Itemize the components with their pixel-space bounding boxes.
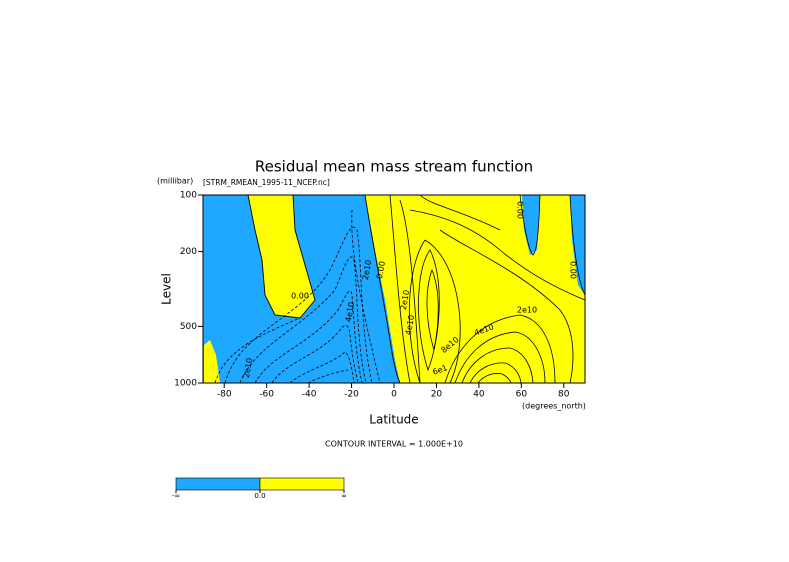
zero-contour [247,194,316,319]
x-tick-label: 60 [516,390,528,400]
contour-label-group: 0.00 [291,292,309,301]
positive-contour [461,347,534,384]
zero-contour [364,194,401,384]
negative-contour [307,369,349,384]
contour-label-group: 0.00 [516,201,525,219]
chart-title: Residual mean mass stream function [255,158,533,176]
positive-contour [439,229,574,384]
contour-label: 2e10 [361,259,373,280]
contour-label: 0.00 [375,260,387,279]
negative-contour [214,317,301,384]
contour-label: 2e10 [399,289,411,310]
x-tick-label: -60 [259,390,274,400]
subtitle: [STRM_RMEAN_1995-11_NCEP.nc] [203,178,330,187]
contour-label: 4e10 [404,314,416,335]
y-tick-label: 200 [180,247,197,257]
colorbar-swatch [259,477,345,491]
contour-label-group: 4e10 [344,301,356,322]
positive-contour [409,209,586,301]
positive-contour [389,194,411,384]
x-tick-label: -40 [302,390,317,400]
y-tick-label: 100 [180,191,197,201]
positive-region [365,195,585,383]
positive-contour [426,268,439,351]
y-unit: (millibar) [157,177,193,186]
y-tick-label: 1000 [174,379,197,389]
positive-region [204,340,220,383]
y-axis-label: Level [160,273,174,305]
positive-contour [419,194,501,231]
contour-label: 0.00 [516,201,525,219]
negative-contour [254,290,363,384]
contour-label-group: 2e10 [361,259,373,280]
contour-label-group: 2e10 [517,306,537,315]
contour-interval-note: CONTOUR INTERVAL = 1.000E+10 [325,440,463,449]
contour-label-group: 0.00 [569,261,578,279]
positive-contour [519,194,541,256]
positive-contour [469,362,522,384]
x-tick-label: 40 [473,390,485,400]
positive-contour [408,239,461,384]
colorbar-label: 0.0 [254,492,265,500]
x-unit: (degrees_north) [522,402,586,411]
x-tick-label: 20 [431,390,443,400]
x-axis-label: Latitude [369,413,418,427]
positive-contour [399,199,421,384]
x-tick-label: -80 [217,390,232,400]
contour-label-group: 4e10 [404,314,416,335]
contour-label: 0.00 [291,292,309,301]
negative-contour [271,325,359,384]
contour-label: 2e10 [242,357,254,378]
negative-contour [289,351,355,384]
contour-label: 2e10 [517,306,537,315]
positive-contour [569,194,586,296]
contour-label-group: 0.00 [375,260,387,279]
negative-contour [351,209,381,384]
positive-contour [418,249,440,372]
contour-label: 0.00 [569,261,578,279]
contour-label-group: 2e10 [242,357,254,378]
positive-contour [444,314,556,384]
contour-label: 4e10 [344,301,356,322]
contour-label-group: 2e10 [399,289,411,310]
positive-contour [477,373,512,384]
x-tick-label: 80 [558,390,570,400]
y-tick-label: 500 [180,322,197,332]
colorbar-label: -∞ [172,492,180,500]
positive-contour [454,331,546,384]
colorbar-label: ∞ [341,492,347,500]
x-tick-label: 0 [391,390,397,400]
negative-contour [239,256,367,384]
x-tick-label: -20 [344,390,359,400]
colorbar-swatch [175,477,261,491]
